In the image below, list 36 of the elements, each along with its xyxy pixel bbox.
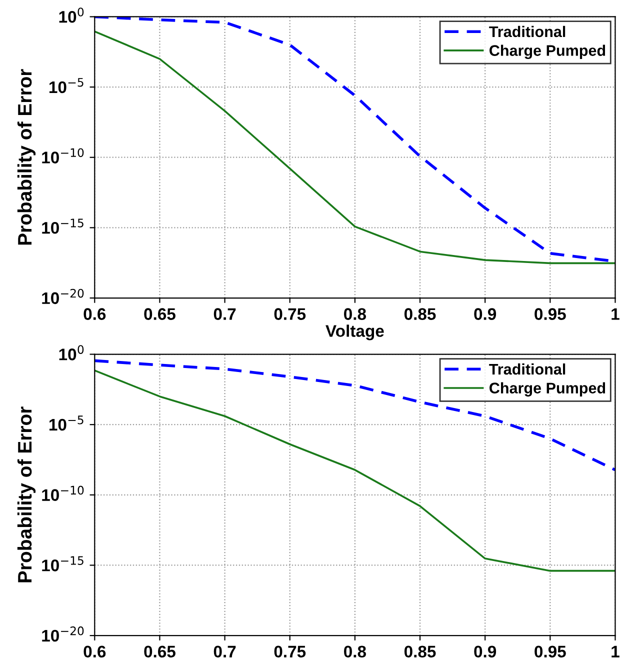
x-tick-label: 1 — [612, 308, 620, 320]
x-tick-label: 0.75 — [274, 308, 306, 320]
y-tick-label: 10$^{−15}$ — [42, 556, 84, 572]
x-tick-label: 0.7 — [214, 646, 236, 658]
y-tick-label: 10$^{−15}$ — [42, 218, 84, 234]
legend-label: Traditional — [489, 26, 566, 38]
x-tick-label: 0.9 — [474, 646, 496, 658]
x-tick-label: 0.8 — [344, 646, 366, 658]
x-tick-label: 0.85 — [404, 646, 436, 658]
x-tick-label: 0.85 — [404, 308, 436, 320]
x-tick-label: 0.8 — [344, 308, 366, 320]
legend-label: Charge Pumped — [490, 44, 606, 60]
y-tick-label: 10$^{−10}$ — [42, 148, 84, 164]
x-axis-title: Voltage — [326, 324, 384, 340]
x-tick-label: 0.65 — [144, 646, 176, 658]
legend-label: Traditional — [489, 363, 566, 375]
y-tick-label: 10$^{−10}$ — [42, 486, 84, 501]
x-tick-label: 0.75 — [274, 646, 306, 658]
x-tick-label: 0.95 — [534, 646, 566, 658]
x-tick-label: 0.9 — [474, 308, 496, 320]
y-axis-title: Probability of Error — [17, 406, 36, 582]
x-tick-label: 0.65 — [144, 308, 176, 320]
y-tick-label: 10$^{−20}$ — [42, 626, 84, 642]
x-tick-label: 0.7 — [214, 308, 236, 320]
y-tick-label: 10$^{0}$ — [59, 345, 84, 360]
line-series — [94, 359, 616, 472]
y-tick-label: 10$^{0}$ — [59, 8, 84, 23]
y-axis-title: Probability of Error — [17, 69, 36, 245]
x-tick-label: 0.6 — [84, 308, 106, 320]
x-tick-label: 0.6 — [84, 646, 106, 658]
x-tick-label: 0.95 — [534, 308, 566, 320]
legend-label: Charge Pumped — [490, 382, 606, 397]
y-tick-label: 10$^{−20}$ — [42, 288, 84, 304]
y-tick-label: 10$^{−5}$ — [49, 78, 84, 94]
x-tick-label: 1 — [612, 646, 620, 658]
y-tick-label: 10$^{−5}$ — [49, 416, 84, 431]
